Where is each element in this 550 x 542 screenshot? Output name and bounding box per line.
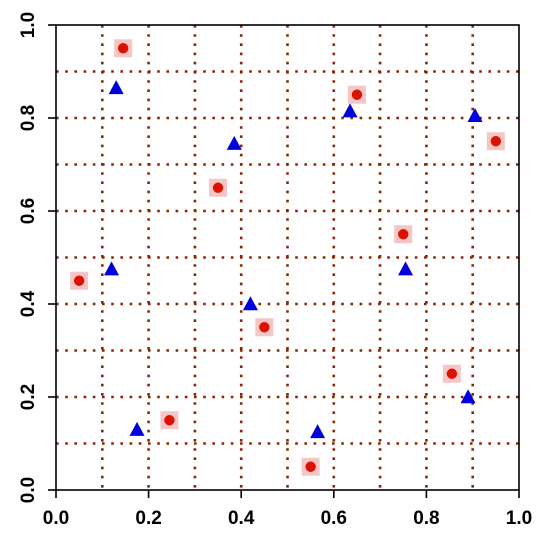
y-tick-label: 0.2: [18, 384, 39, 410]
circle-point: [398, 229, 409, 240]
triangle-point: [467, 107, 483, 122]
x-tick-label: 0.4: [228, 508, 255, 529]
x-tick-label: 0.6: [321, 508, 347, 529]
circle-point: [446, 368, 458, 379]
x-tick-label: 0.2: [135, 508, 161, 529]
circle-point: [73, 275, 85, 286]
circle-point: [212, 182, 224, 193]
triangle-point: [342, 103, 358, 118]
triangle-point: [460, 389, 476, 404]
x-tick-label: 0.0: [43, 508, 69, 529]
axes: 0.0 0.2 0.4 0.6 0.8 1.0 0.0 0.2 0.4 0.6 0.8 1.0: [18, 12, 532, 529]
x-tick-label: 1.0: [506, 508, 532, 529]
y-tick-label: 1.0: [18, 12, 39, 38]
data-points: [73, 43, 502, 472]
triangle-point: [242, 296, 258, 311]
triangle-point: [129, 421, 145, 436]
plot-frame: [55, 24, 520, 491]
x-tick-label: 0.8: [413, 508, 439, 529]
y-tick-label: 0.6: [18, 198, 39, 224]
triangle-point: [108, 80, 124, 95]
y-tick-label: 0.0: [18, 477, 39, 503]
circle-point: [351, 89, 363, 100]
y-tick-label: 0.4: [18, 290, 39, 317]
triangle-point: [104, 261, 120, 276]
circle-point: [490, 136, 502, 147]
triangle-point: [226, 135, 242, 150]
circle-point: [259, 322, 270, 333]
circle-point: [305, 461, 316, 472]
triangle-point: [398, 261, 414, 276]
circle-point: [164, 415, 175, 426]
y-tick-label: 0.8: [18, 105, 39, 131]
grid: [56, 25, 519, 490]
circle-point: [117, 43, 129, 54]
triangle-point: [310, 424, 326, 439]
